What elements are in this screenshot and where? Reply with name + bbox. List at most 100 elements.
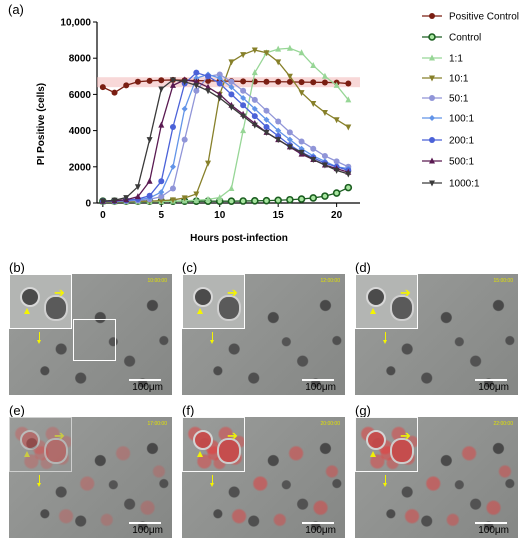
legend-item: 200:1 (422, 136, 474, 147)
legend-item: Positive Control (422, 12, 519, 23)
data-point (262, 196, 271, 205)
data-point (240, 102, 247, 109)
data-point (193, 191, 200, 198)
scale-label: 100μm (478, 382, 509, 393)
data-point (239, 197, 247, 205)
legend-label: Control (449, 33, 481, 44)
legend-item: 10:1 (422, 74, 469, 85)
y-tick-label: 8000 (69, 54, 92, 65)
panel-letter-d: (d) (355, 260, 371, 275)
arrow-icon: ➔ (227, 285, 238, 300)
legend-label: 50:1 (449, 94, 469, 105)
data-point (134, 193, 141, 200)
data-point (228, 84, 235, 91)
data-point (205, 88, 212, 95)
data-point (321, 72, 328, 79)
legend-label: 1000:1 (449, 179, 480, 190)
data-point (193, 78, 200, 85)
arrow-icon: ➔ (54, 285, 65, 300)
data-point (205, 160, 212, 167)
data-point (310, 157, 317, 164)
data-point (345, 80, 352, 87)
microscopy-panel-g: ➔ 22:00:00 100μm (355, 417, 518, 538)
legend-label: 100:1 (449, 114, 474, 125)
arrowhead-icon (197, 451, 203, 457)
data-point (111, 89, 118, 96)
arrow-icon: ➔ (400, 428, 411, 443)
series-line (102, 71, 349, 202)
data-point (275, 118, 282, 125)
data-point (169, 81, 176, 88)
data-point (193, 87, 200, 94)
pi-positive-line-chart: (a) 0 2000 4000 6000 8000 10,000 0 5 10 15 20 Posi… (8, 2, 519, 244)
data-point (333, 167, 340, 174)
data-point (193, 75, 200, 82)
legend-item: 1:1 (422, 54, 463, 65)
data-point (158, 86, 165, 93)
zoom-inset: ➔ (182, 417, 245, 472)
data-point (146, 192, 153, 199)
y-tick-label: 4000 (69, 126, 92, 137)
scale-bar (302, 379, 334, 381)
data-point (216, 90, 223, 97)
data-point (310, 79, 317, 86)
data-point (240, 78, 247, 85)
data-point (344, 183, 353, 192)
data-point (111, 197, 118, 204)
data-point (275, 137, 282, 144)
data-point (205, 195, 212, 202)
down-arrow-icon (383, 475, 387, 487)
data-point (134, 78, 141, 85)
down-arrow-icon (37, 332, 41, 344)
data-point (333, 158, 340, 165)
data-point (298, 138, 305, 145)
timestamp: 15:00:00 (493, 278, 513, 284)
zoom-inset: ➔ (355, 417, 418, 472)
legend-marker (429, 95, 435, 101)
data-point (228, 185, 235, 192)
microscopy-panel-f: ➔ 20:00:00 100μm (182, 417, 345, 538)
series-line (102, 79, 349, 202)
data-point (263, 129, 270, 136)
data-point (228, 91, 235, 98)
data-point (205, 73, 212, 80)
arrow-icon: ➔ (227, 428, 238, 443)
data-point (251, 197, 259, 205)
data-point (228, 59, 235, 66)
data-point (310, 100, 317, 107)
data-point (158, 189, 165, 196)
data-point (251, 113, 258, 120)
data-point (123, 195, 130, 202)
timestamp: 22:00:00 (493, 421, 513, 427)
data-point (99, 84, 106, 91)
scale-bar (475, 522, 507, 524)
y-tick-label: 10,000 (60, 18, 91, 29)
data-point (298, 49, 305, 56)
data-point (228, 104, 235, 111)
data-point (286, 129, 293, 136)
panel-letter-f: (f) (182, 403, 195, 418)
data-point (286, 195, 294, 204)
data-point (263, 50, 270, 57)
scale-bar (129, 379, 161, 381)
data-point (263, 116, 270, 123)
data-point (181, 136, 188, 143)
data-point (158, 77, 165, 84)
data-point (216, 75, 223, 82)
legend-marker (429, 13, 435, 19)
panel-letter-b: (b) (9, 260, 25, 275)
series-line (102, 73, 349, 203)
data-point (251, 105, 258, 112)
legend-label: 200:1 (449, 136, 474, 147)
data-point (123, 82, 130, 89)
x-tick-label: 5 (159, 210, 165, 221)
series-line (102, 73, 349, 203)
arrowhead-icon (24, 451, 30, 457)
series-1000-1 (99, 77, 352, 205)
y-tick-label: 0 (85, 199, 91, 210)
data-point (286, 78, 293, 85)
legend: Positive Control Control 1:1 10:1 50:1 100:1 2… (422, 12, 519, 190)
data-point (321, 110, 328, 116)
y-tick-label: 6000 (69, 90, 92, 101)
panel-letter-c: (c) (182, 260, 198, 275)
